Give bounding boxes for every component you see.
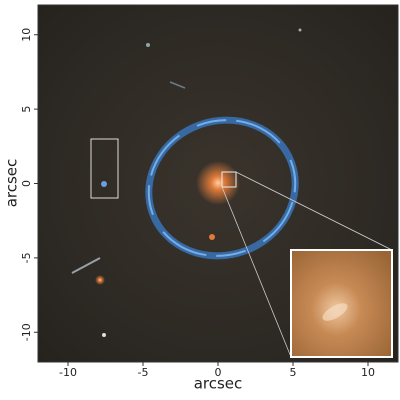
y-tick-label: -5 xyxy=(20,252,33,263)
x-tick-label: -5 xyxy=(138,366,149,379)
highlight-box xyxy=(90,138,119,199)
x-tick-label: 0 xyxy=(215,366,222,379)
x-tick-label: 5 xyxy=(290,366,297,379)
x-tick-label: 10 xyxy=(361,366,375,379)
x-tick-label: -10 xyxy=(59,366,77,379)
zoom-inset xyxy=(290,249,393,358)
y-axis-label: arcsec xyxy=(3,159,21,208)
sky-image xyxy=(38,5,398,362)
zoom-box xyxy=(221,171,237,188)
y-tick-label: 5 xyxy=(20,106,33,113)
y-tick-label: 0 xyxy=(20,180,33,187)
y-tick-label: -10 xyxy=(20,323,33,341)
zoom-connector xyxy=(221,186,292,358)
y-tick-label: 10 xyxy=(20,28,33,42)
x-axis-label: arcsec xyxy=(194,375,243,393)
zoom-connector xyxy=(235,171,393,251)
